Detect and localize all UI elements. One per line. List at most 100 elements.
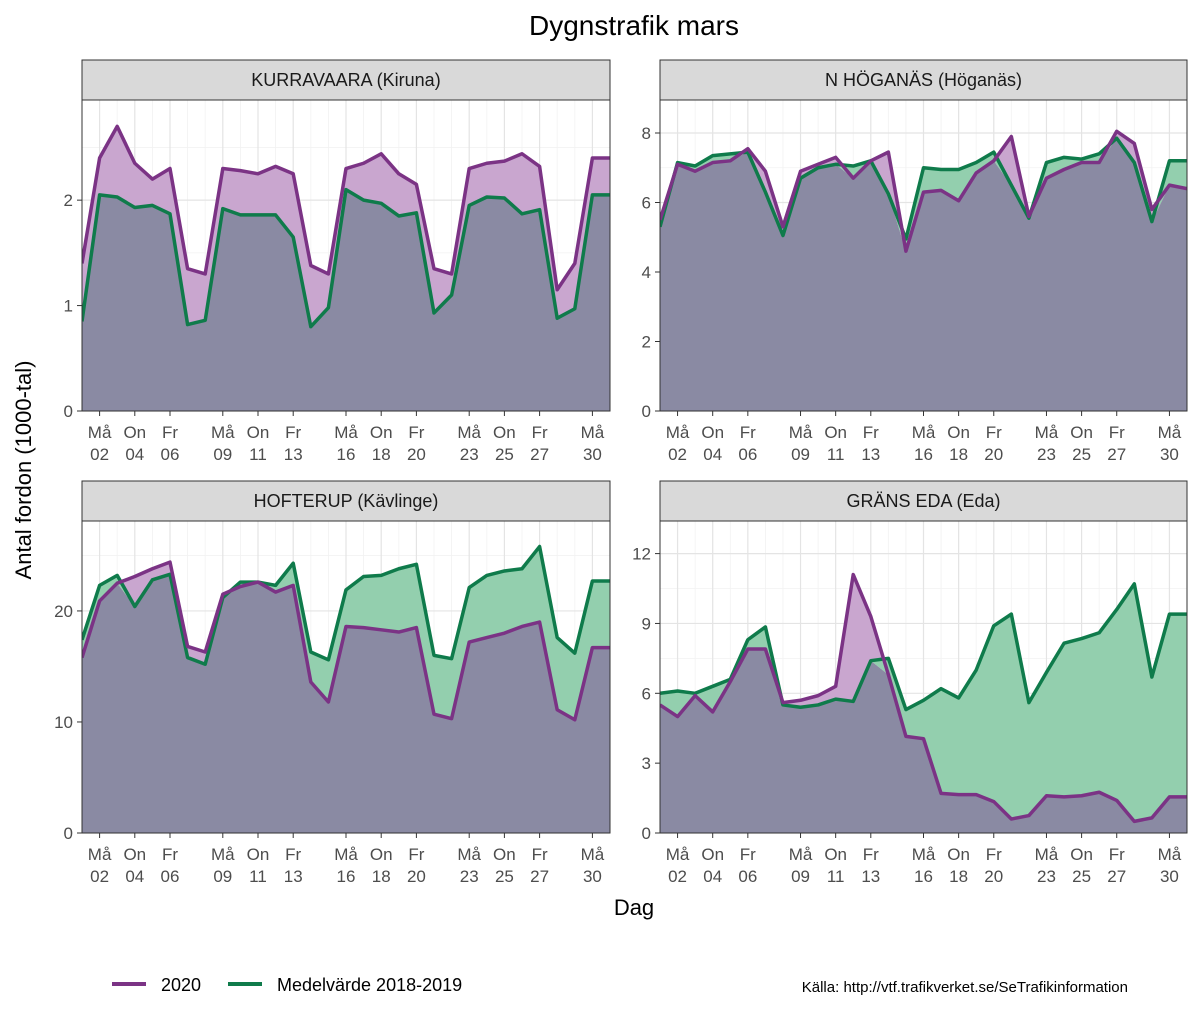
panel-kurravaara-kiruna-x-tick-weekday: Må [211,423,235,442]
panel-hofterup-k-vlinge-strip [81,480,611,522]
panels: KURRAVAARA (Kiruna)012Må02On04Fr06Må09On… [54,59,1188,886]
panel-gr-ns-eda-eda-x-tick-weekday: On [824,845,847,864]
panel-hofterup-k-vlinge-x-tick-date: 04 [125,867,144,886]
panel-gr-ns-eda-eda-x-tick-weekday: Må [1035,845,1059,864]
panel-hofterup-k-vlinge-line-medelvarde [82,544,610,666]
panel-kurravaara-kiruna-area-2020-excess [82,126,610,327]
panel-gr-ns-eda-eda-x-tick-weekday: Fr [986,845,1002,864]
panel-hofterup-k-vlinge-x-tick-date: 02 [90,867,109,886]
panel-n-h-gan-s-h-gan-s-areas [660,129,1187,411]
panel-gr-ns-eda-eda-x-tick-date: 27 [1107,867,1126,886]
panel-n-h-gan-s-h-gan-s-x-tick-date: 27 [1107,445,1126,464]
panel-kurravaara-kiruna-y-tick-label: 2 [64,191,73,210]
panel-n-h-gan-s-h-gan-s-x-tick-weekday: Fr [863,423,879,442]
panel-hofterup-k-vlinge-x-tick-weekday: Fr [285,845,301,864]
panel-n-h-gan-s-h-gan-s-x-tick-weekday: Må [666,423,690,442]
panel-kurravaara-kiruna-x-tick-date: 06 [161,445,180,464]
panel-hofterup-k-vlinge-area-avg-excess [82,546,610,720]
panel-hofterup-k-vlinge-x-tick-date: 09 [213,867,232,886]
panel-gr-ns-eda-eda-line-medelvarde [660,582,1187,712]
panel-gr-ns-eda-eda-x-tick-weekday: Fr [1109,845,1125,864]
panel-kurravaara-kiruna-strip [81,59,611,101]
panel-hofterup-k-vlinge-x-tick-date: 25 [495,867,514,886]
panel-gr-ns-eda-eda-y-tick-label: 6 [642,684,651,703]
legend-label-2020: 2020 [161,975,201,995]
source-note: Källa: http://vtf.trafikverket.se/SeTraf… [802,979,1128,996]
panel-n-h-gan-s-h-gan-s-x-tick-weekday: On [1070,423,1093,442]
panel-kurravaara-kiruna-overlap-area [82,189,610,411]
panel-gr-ns-eda-eda-y-tick-label: 12 [632,545,651,564]
panel-gr-ns-eda-eda-x-tick-weekday: On [1070,845,1093,864]
y-axis-label: Antal fordon (1000-tal) [11,361,36,580]
panel-kurravaara-kiruna-x-tick-date: 09 [213,445,232,464]
panel-n-h-gan-s-h-gan-s-x-tick-date: 02 [668,445,687,464]
panel-kurravaara-kiruna-x-tick-weekday: On [493,423,516,442]
panel-n-h-gan-s-h-gan-s-x-tick-date: 06 [738,445,757,464]
panel-kurravaara-kiruna-x-tick-weekday: Fr [408,423,424,442]
panel-n-h-gan-s-h-gan-s-strip-label: N HÖGANÄS (Höganäs) [825,70,1022,90]
panel-n-h-gan-s-h-gan-s-x-tick-date: 30 [1160,445,1179,464]
panel-hofterup-k-vlinge-x-tick-date: 18 [372,867,391,886]
panel-kurravaara-kiruna-x-tick-date: 18 [372,445,391,464]
panel-gr-ns-eda-eda-x-tick-weekday: Må [789,845,813,864]
panel-gr-ns-eda-eda: GRÄNS EDA (Eda) 0 3 6 9 12 Må 02 On 04 Fr 06 Må 09 On 1… [632,480,1188,886]
panel-gr-ns-eda-eda-areas [660,572,1187,833]
panel-kurravaara-kiruna-x-tick-date: 23 [460,445,479,464]
panel-kurravaara-kiruna-x-tick-date: 25 [495,445,514,464]
panel-n-h-gan-s-h-gan-s-y-tick-label: 4 [642,263,651,282]
panel-hofterup-k-vlinge-x-tick-weekday: On [123,845,146,864]
panel-kurravaara-kiruna-x-tick-weekday: Fr [532,423,548,442]
panel-gr-ns-eda-eda-y-tick-label: 3 [642,754,651,773]
panel-n-h-gan-s-h-gan-s-x-tick-date: 18 [949,445,968,464]
panel-n-h-gan-s-h-gan-s-x-tick-weekday: On [824,423,847,442]
panel-hofterup-k-vlinge-x-tick-date: 23 [460,867,479,886]
panel-hofterup-k-vlinge-x-tick-weekday: Fr [532,845,548,864]
panel-n-h-gan-s-h-gan-s-y-tick-label: 8 [642,124,651,143]
panel-gr-ns-eda-eda-line-2020 [660,572,1187,824]
panel-hofterup-k-vlinge-y-tick-label: 10 [54,713,73,732]
panel-gr-ns-eda-eda-area-avg-excess [660,583,1187,822]
panel-gr-ns-eda-eda-x-tick-date: 04 [703,867,722,886]
panel-hofterup-k-vlinge-x-tick-date: 20 [407,867,426,886]
panel-n-h-gan-s-h-gan-s-x-tick-weekday: Fr [1109,423,1125,442]
panel-n-h-gan-s-h-gan-s-line-medelvarde [660,136,1187,241]
panel-n-h-gan-s-h-gan-s-x-tick-weekday: Fr [986,423,1002,442]
panel-kurravaara-kiruna-x-tick-weekday: On [123,423,146,442]
panel-hofterup-k-vlinge-x-tick-weekday: Må [88,845,112,864]
panel-kurravaara-kiruna-line-2020 [82,124,610,292]
panel-hofterup-k-vlinge-x-tick-weekday: On [370,845,393,864]
panel-kurravaara-kiruna-x-tick-date: 30 [583,445,602,464]
panel-kurravaara-kiruna-x-tick-weekday: Må [334,423,358,442]
panel-kurravaara-kiruna-x-tick-date: 13 [284,445,303,464]
panel-n-h-gan-s-h-gan-s-x-tick-date: 04 [703,445,722,464]
panel-hofterup-k-vlinge-overlap-area [82,574,610,833]
panel-hofterup-k-vlinge: HOFTERUP (Kävlinge) 0 10 20 Må 02 On 04 Fr 06 Må 09… [54,480,611,886]
panel-n-h-gan-s-h-gan-s-x-tick-weekday: Må [912,423,936,442]
panel-gr-ns-eda-eda-x-tick-date: 16 [914,867,933,886]
panel-hofterup-k-vlinge-x-tick-weekday: On [493,845,516,864]
panel-kurravaara-kiruna-x-tick-weekday: On [247,423,270,442]
panel-gr-ns-eda-eda-x-tick-date: 30 [1160,867,1179,886]
panel-gr-ns-eda-eda-y-tick-label: 9 [642,614,651,633]
panel-hofterup-k-vlinge-x-tick-weekday: Må [581,845,605,864]
x-axis-label: Dag [614,895,654,920]
panel-gr-ns-eda-eda-x-tick-date: 13 [861,867,880,886]
legend-label-avg: Medelvärde 2018-2019 [277,975,462,995]
panel-n-h-gan-s-h-gan-s-x-tick-date: 16 [914,445,933,464]
panel-kurravaara-kiruna-x-tick-date: 04 [125,445,144,464]
panel-kurravaara-kiruna-x-tick-date: 16 [337,445,356,464]
panel-gr-ns-eda-eda-x-tick-weekday: Må [1158,845,1182,864]
panel-n-h-gan-s-h-gan-s-x-tick-weekday: On [701,423,724,442]
panel-hofterup-k-vlinge-x-tick-date: 27 [530,867,549,886]
panel-gr-ns-eda-eda-x-tick-date: 18 [949,867,968,886]
panel-hofterup-k-vlinge-y-tick-label: 0 [64,824,73,843]
panel-n-h-gan-s-h-gan-s-overlap-area [660,138,1187,411]
panel-gr-ns-eda-eda-x-tick-date: 09 [791,867,810,886]
panel-kurravaara-kiruna-x-tick-date: 11 [249,445,267,464]
panel-kurravaara-kiruna-x-tick-weekday: Må [581,423,605,442]
panel-gr-ns-eda-eda-x-tick-date: 11 [827,867,845,886]
panel-gr-ns-eda-eda-x-tick-date: 25 [1072,867,1091,886]
panel-hofterup-k-vlinge-x-tick-weekday: On [247,845,270,864]
panel-gr-ns-eda-eda-x-tick-weekday: Fr [740,845,756,864]
